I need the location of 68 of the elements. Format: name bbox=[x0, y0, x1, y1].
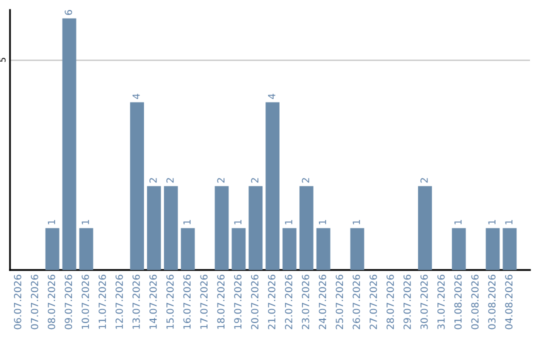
x-tick-label: 03.08.2026 bbox=[488, 274, 496, 330]
x-tick-label: 14.07.2026 bbox=[149, 274, 157, 329]
x-tick-label: 29.07.2026 bbox=[404, 274, 411, 330]
bar bbox=[282, 228, 296, 270]
x-tick-label: 25.07.2026 bbox=[336, 274, 344, 330]
x-tick-label: 23.07.2026 bbox=[302, 274, 310, 330]
bar bbox=[232, 228, 246, 270]
x-tick-label: 18.07.2026 bbox=[217, 274, 225, 329]
data-label: 1 bbox=[318, 220, 326, 224]
bar bbox=[452, 228, 466, 270]
data-label: 2 bbox=[166, 178, 174, 183]
data-label: 1 bbox=[488, 220, 496, 224]
x-tick-label: 17.07.2026 bbox=[200, 274, 208, 329]
bar bbox=[214, 186, 229, 270]
x-tick-label: 22.07.2026 bbox=[284, 274, 292, 330]
data-label: 2 bbox=[420, 178, 428, 183]
x-tick-label: 10.07.2026 bbox=[82, 274, 90, 329]
x-tick-label: 28.07.2026 bbox=[386, 274, 394, 330]
x-tick-label: 16.07.2026 bbox=[183, 274, 191, 329]
x-tick-label: 19.07.2026 bbox=[234, 274, 242, 329]
bar bbox=[350, 228, 364, 270]
x-tick-label: 21.07.2026 bbox=[268, 274, 276, 330]
data-label: 1 bbox=[285, 220, 292, 224]
data-label: 6 bbox=[64, 10, 72, 15]
x-tick-label: 08.07.2026 bbox=[48, 274, 56, 330]
data-label: 1 bbox=[183, 220, 191, 224]
data-label: 4 bbox=[268, 94, 276, 100]
data-label: 2 bbox=[149, 178, 157, 183]
data-label: 1 bbox=[82, 220, 89, 224]
data-label: 1 bbox=[234, 220, 242, 224]
x-tick-label: 31.07.2026 bbox=[437, 274, 445, 330]
x-tick-label: 15.07.2026 bbox=[166, 274, 174, 329]
x-tick-label: 02.08.2026 bbox=[471, 274, 479, 330]
bar bbox=[62, 18, 76, 270]
x-tick-label: 20.07.2026 bbox=[251, 274, 258, 330]
bar bbox=[164, 186, 178, 270]
data-label: 4 bbox=[132, 94, 140, 100]
bar bbox=[147, 186, 161, 270]
bar bbox=[299, 186, 314, 270]
data-label: 1 bbox=[352, 220, 360, 224]
data-label: 1 bbox=[505, 220, 512, 224]
bar bbox=[418, 186, 432, 270]
bar bbox=[79, 228, 94, 270]
x-tick-label: 09.07.2026 bbox=[64, 274, 72, 330]
data-label: 2 bbox=[217, 178, 224, 183]
bar bbox=[180, 228, 195, 270]
x-tick-label: 01.08.2026 bbox=[454, 274, 462, 330]
data-label: 1 bbox=[48, 220, 56, 224]
data-label: 2 bbox=[251, 178, 258, 183]
bar bbox=[45, 228, 60, 270]
bar bbox=[316, 228, 330, 270]
x-tick-label: 12.07.2026 bbox=[116, 274, 123, 329]
x-tick-label: 13.07.2026 bbox=[132, 274, 140, 329]
x-tick-label: 26.07.2026 bbox=[352, 274, 360, 330]
x-tick-label: 24.07.2026 bbox=[318, 274, 326, 330]
bar bbox=[130, 102, 144, 270]
x-tick-label: 04.08.2026 bbox=[505, 274, 512, 330]
bar bbox=[502, 228, 517, 270]
x-tick-label: 11.07.2026 bbox=[98, 274, 106, 329]
x-tick-label: 30.07.2026 bbox=[420, 274, 428, 330]
bar bbox=[266, 102, 280, 270]
x-tick-label: 06.07.2026 bbox=[14, 274, 22, 330]
data-label: 1 bbox=[454, 220, 462, 224]
x-tick-label: 07.07.2026 bbox=[30, 274, 38, 330]
bar bbox=[486, 228, 500, 270]
data-label: 2 bbox=[302, 178, 310, 183]
bar bbox=[248, 186, 263, 270]
x-tick-label: 27.07.2026 bbox=[370, 274, 377, 330]
